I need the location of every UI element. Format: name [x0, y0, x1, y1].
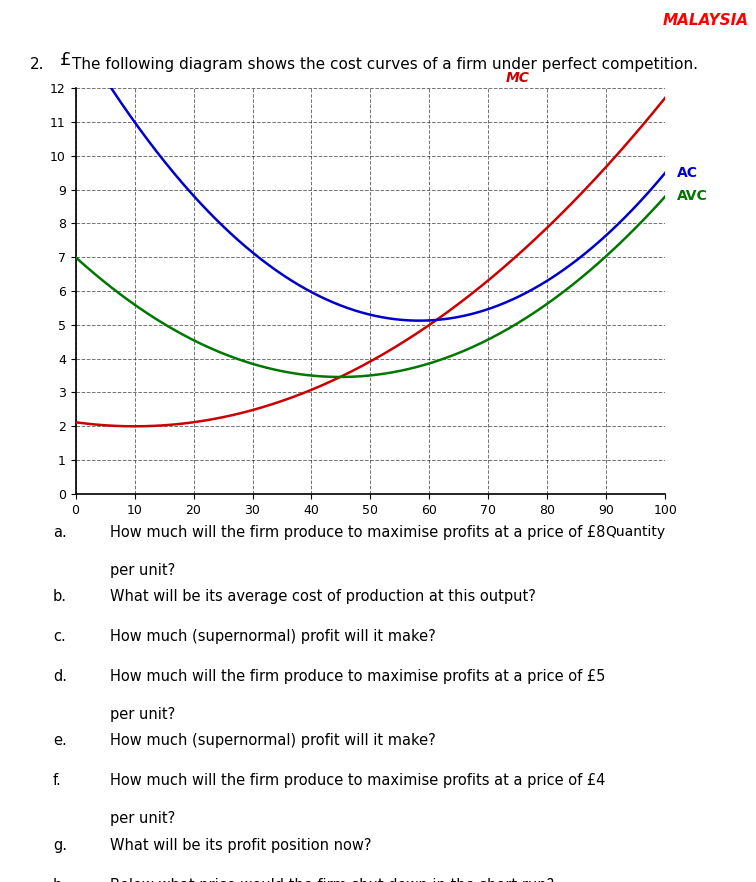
Text: g.: g.	[53, 838, 67, 853]
Text: c.: c.	[53, 629, 66, 644]
Text: b.: b.	[53, 589, 67, 604]
Text: d.: d.	[53, 669, 67, 684]
Text: AVC: AVC	[677, 190, 708, 204]
Text: f.: f.	[53, 774, 62, 789]
Text: AC: AC	[677, 166, 698, 180]
Text: Below what price would the firm shut down in the short run?: Below what price would the firm shut dow…	[110, 878, 554, 882]
Text: MC: MC	[506, 71, 530, 85]
Text: per unit?: per unit?	[110, 706, 175, 721]
Text: e.: e.	[53, 733, 67, 749]
Text: How much (supernormal) profit will it make?: How much (supernormal) profit will it ma…	[110, 733, 435, 749]
Text: Quantity: Quantity	[605, 525, 665, 539]
Text: The following diagram shows the cost curves of a firm under perfect competition.: The following diagram shows the cost cur…	[72, 57, 698, 72]
Text: What will be its average cost of production at this output?: What will be its average cost of product…	[110, 589, 535, 604]
Text: How much will the firm produce to maximise profits at a price of £8: How much will the firm produce to maximi…	[110, 525, 605, 540]
Text: MALAYSIA: MALAYSIA	[662, 13, 748, 28]
Text: a.: a.	[53, 525, 67, 540]
Text: How much will the firm produce to maximise profits at a price of £5: How much will the firm produce to maximi…	[110, 669, 605, 684]
Text: 2.: 2.	[30, 57, 45, 72]
Text: How much (supernormal) profit will it make?: How much (supernormal) profit will it ma…	[110, 629, 435, 644]
Text: £: £	[60, 51, 72, 69]
Text: h.: h.	[53, 878, 67, 882]
Text: per unit?: per unit?	[110, 811, 175, 826]
Text: How much will the firm produce to maximise profits at a price of £4: How much will the firm produce to maximi…	[110, 774, 605, 789]
Text: What will be its profit position now?: What will be its profit position now?	[110, 838, 371, 853]
Text: per unit?: per unit?	[110, 563, 175, 578]
